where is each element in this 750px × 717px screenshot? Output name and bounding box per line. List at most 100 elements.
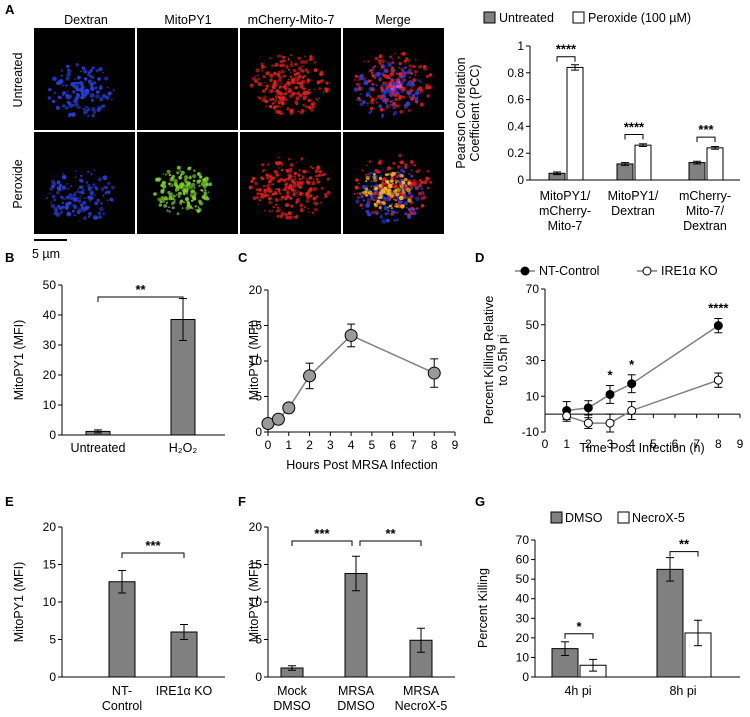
micrograph-speck: [377, 59, 382, 63]
micrograph-speck: [393, 219, 396, 222]
micrograph-speck: [357, 88, 359, 90]
micrograph-speck: [423, 192, 425, 195]
micrograph-speck: [287, 81, 291, 86]
micrograph-speck: [202, 178, 207, 183]
micrograph-speck: [369, 171, 372, 175]
micrograph-speck: [298, 192, 302, 196]
micrograph-speck: [300, 157, 304, 160]
micrograph-speck: [401, 180, 406, 185]
significance-marker-bracket: [564, 633, 594, 639]
micrograph-speck: [185, 197, 189, 202]
micrograph-speck: [375, 101, 378, 104]
micrograph-speck: [322, 91, 325, 94]
data-point-1: [605, 418, 615, 428]
micrograph-speck: [308, 88, 311, 91]
chart-e: 0 5 10 15 20 MitoPY1 (MFI) NT-Control IRE1α KO *…: [12, 520, 225, 713]
micrograph-speck: [61, 174, 67, 180]
micrograph-speck: [396, 104, 400, 108]
micrograph-speck: [392, 85, 396, 88]
micrograph-speck: [302, 70, 305, 73]
significance-marker-bracket: [624, 133, 644, 140]
micrograph-speck: [170, 192, 173, 195]
micrograph-speck: [399, 174, 404, 178]
micrograph-speck: [291, 180, 295, 184]
micrograph-speck: [296, 191, 298, 194]
micrograph-speck: [324, 87, 328, 91]
micrograph-speck: [360, 93, 362, 96]
y-tick-label: 10: [43, 398, 57, 412]
micrograph-speck: [165, 173, 167, 176]
micrograph-speck: [321, 173, 325, 177]
y-tick-label: 0: [49, 428, 56, 442]
micrograph-speck: [280, 199, 282, 201]
micrograph-speck: [300, 65, 303, 68]
micrograph-speck: [376, 199, 381, 204]
micrograph-speck: [92, 215, 98, 220]
data-point: [271, 412, 285, 426]
significance-marker: ****: [556, 42, 577, 57]
micrograph-speck: [384, 183, 387, 186]
micrograph-speck: [297, 78, 300, 81]
micrograph-speck: [271, 176, 275, 181]
micrograph-speck: [265, 105, 268, 108]
micrograph-speck: [167, 190, 171, 195]
micrograph-speck: [396, 165, 401, 169]
micrograph-speck: [398, 61, 402, 66]
micrograph-speck: [326, 177, 330, 181]
micrograph-speck: [193, 194, 196, 198]
micrograph-speck: [289, 63, 291, 65]
micrograph-speck: [275, 203, 278, 206]
micrograph-speck: [68, 115, 70, 118]
micrograph-speck: [378, 184, 383, 189]
micrograph-speck: [314, 169, 319, 174]
significance-marker: ***: [145, 538, 161, 553]
micrograph-speck: [426, 170, 430, 173]
y-tick-label: 60: [516, 553, 530, 567]
micrograph-speck: [318, 87, 322, 90]
micrograph-speck: [396, 218, 399, 222]
micrograph-speck: [81, 207, 87, 212]
micrograph-speck: [206, 176, 209, 180]
micrograph-speck: [87, 71, 91, 75]
micrograph-speck: [407, 109, 411, 112]
micrograph-speck: [267, 183, 270, 186]
micrograph-speck: [418, 183, 422, 188]
micrograph-speck: [285, 65, 289, 69]
micrograph-speck: [72, 90, 76, 94]
micrograph-speck: [174, 188, 178, 192]
x-tick-label: 6: [389, 438, 396, 452]
micrograph-speck: [251, 176, 256, 181]
y-tick-label: 70: [526, 282, 540, 296]
micrograph-speck: [291, 91, 296, 96]
micrograph-speck: [264, 192, 269, 197]
micrograph-speck: [107, 182, 111, 185]
micrograph-speck: [280, 108, 282, 110]
micrograph-speck: [407, 80, 413, 85]
micrograph-speck: [305, 180, 309, 183]
micrograph-speck: [385, 180, 390, 184]
micrograph-speck: [281, 102, 285, 106]
micrograph-speck: [267, 163, 270, 166]
bar: [108, 581, 136, 678]
micrograph-speck: [85, 90, 88, 93]
micrograph-speck: [428, 86, 432, 90]
micrograph-speck: [417, 96, 419, 98]
chart-b: 0 10 20 30 40 50 MitoPY1 (MFI) Untreated H₂O₂ **: [12, 278, 225, 455]
micrograph-speck: [411, 80, 415, 84]
micrograph-speck: [385, 105, 389, 109]
significance-marker-bracket: [291, 540, 353, 546]
y-tick-label: 20: [43, 368, 57, 382]
micrograph-speck: [280, 97, 285, 101]
micrograph-speck: [201, 196, 204, 199]
micrograph-speck: [74, 81, 78, 85]
x-tick-label: 5: [650, 437, 657, 451]
micrograph-speck: [415, 169, 420, 174]
micrograph-speck: [381, 219, 387, 224]
micrograph-speck: [264, 99, 269, 104]
micrograph-speck: [304, 55, 307, 58]
micrograph-speck: [171, 184, 174, 187]
micrograph-speck: [60, 196, 65, 200]
micrograph-speck: [354, 185, 359, 190]
micrograph-speck: [71, 209, 75, 213]
micrograph-speck: [377, 161, 382, 165]
